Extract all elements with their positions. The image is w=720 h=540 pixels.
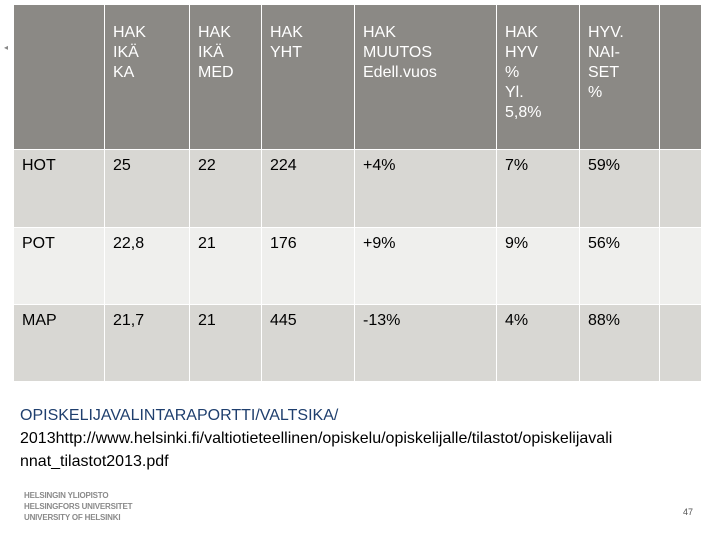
table-cell: 21 <box>190 228 262 305</box>
header-line: HAK <box>363 24 396 41</box>
header-cell: HAK IKÄ KA <box>105 5 190 150</box>
table-cell: POT <box>14 228 105 305</box>
header-line: HAK <box>113 24 146 41</box>
table-cell: 4% <box>497 305 580 382</box>
header-line: HYV <box>505 44 538 61</box>
header-line: KA <box>113 64 135 81</box>
table-cell: 445 <box>262 305 355 382</box>
header-cell <box>685 5 702 150</box>
header-line: HAK <box>270 24 303 41</box>
table-cell: 21 <box>190 305 262 382</box>
header-line: YHT <box>270 44 302 61</box>
header-cell: HAK YHT <box>262 5 355 150</box>
table-cell: HOT <box>14 150 105 228</box>
header-cell <box>14 5 105 150</box>
header-line: IKÄ <box>113 44 139 61</box>
table-cell: 88% <box>580 305 660 382</box>
header-line: NAI- <box>588 44 620 61</box>
header-line: HYV. <box>588 24 624 41</box>
table-cell <box>685 228 702 305</box>
table-cell: 224 <box>262 150 355 228</box>
table-cell <box>685 305 702 382</box>
table-cell: 22 <box>190 150 262 228</box>
table-cell: 25 <box>105 150 190 228</box>
header-cell: HAK HYV% Yl. 5,8% <box>497 5 580 150</box>
table-cell: 176 <box>262 228 355 305</box>
table-cell: 56% <box>580 228 660 305</box>
table-cell <box>685 150 702 228</box>
header-line: IKÄ <box>198 44 224 61</box>
logo-line: UNIVERSITY OF HELSINKI <box>24 513 121 522</box>
header-line: Edell.vuos <box>363 64 437 81</box>
logo: HELSINGIN YLIOPISTO HELSINGFORS UNIVERSIT… <box>24 490 133 523</box>
header-line: SET <box>588 64 620 81</box>
header-line: Yl. <box>505 84 524 101</box>
table-cell: 9% <box>497 228 580 305</box>
header-cell: HYV. NAI- SET% <box>580 5 660 150</box>
table-cell: +4% <box>355 150 497 228</box>
table-cell: 22,8 <box>105 228 190 305</box>
header-line: % <box>588 84 603 101</box>
header-line: MED <box>198 64 234 81</box>
header-cell: HAK IKÄ MED <box>190 5 262 150</box>
header-line: HAK <box>198 24 231 41</box>
table-cell: +9% <box>355 228 497 305</box>
logo-line: HELSINGFORS UNIVERSITET <box>24 502 133 511</box>
table-cell: 21,7 <box>105 305 190 382</box>
page-number: 47 <box>683 507 694 517</box>
header-cell: HAK MUUTOS Edell.vuos <box>355 5 497 150</box>
table-cell: MAP <box>14 305 105 382</box>
table-cell: 7% <box>497 150 580 228</box>
header-line: % <box>505 64 520 81</box>
source-line: OPISKELIJAVALINTARAPORTTI/VALTSIKA/ <box>20 407 339 424</box>
source-line: nnat_tilastot2013.pdf <box>20 453 169 470</box>
logo-line: HELSINGIN YLIOPISTO <box>24 491 109 500</box>
table-cell: -13% <box>355 305 497 382</box>
nav-arrow: ◂ <box>4 43 9 52</box>
source-line: 2013http://www.helsinki.fi/valtiotieteel… <box>20 430 613 447</box>
table-cell: 59% <box>580 150 660 228</box>
source-text: OPISKELIJAVALINTARAPORTTI/VALTSIKA/2013h… <box>20 404 612 473</box>
header-line: 5,8% <box>505 104 542 121</box>
header-line: MUUTOS <box>363 44 433 61</box>
header-line: HAK <box>505 24 538 41</box>
